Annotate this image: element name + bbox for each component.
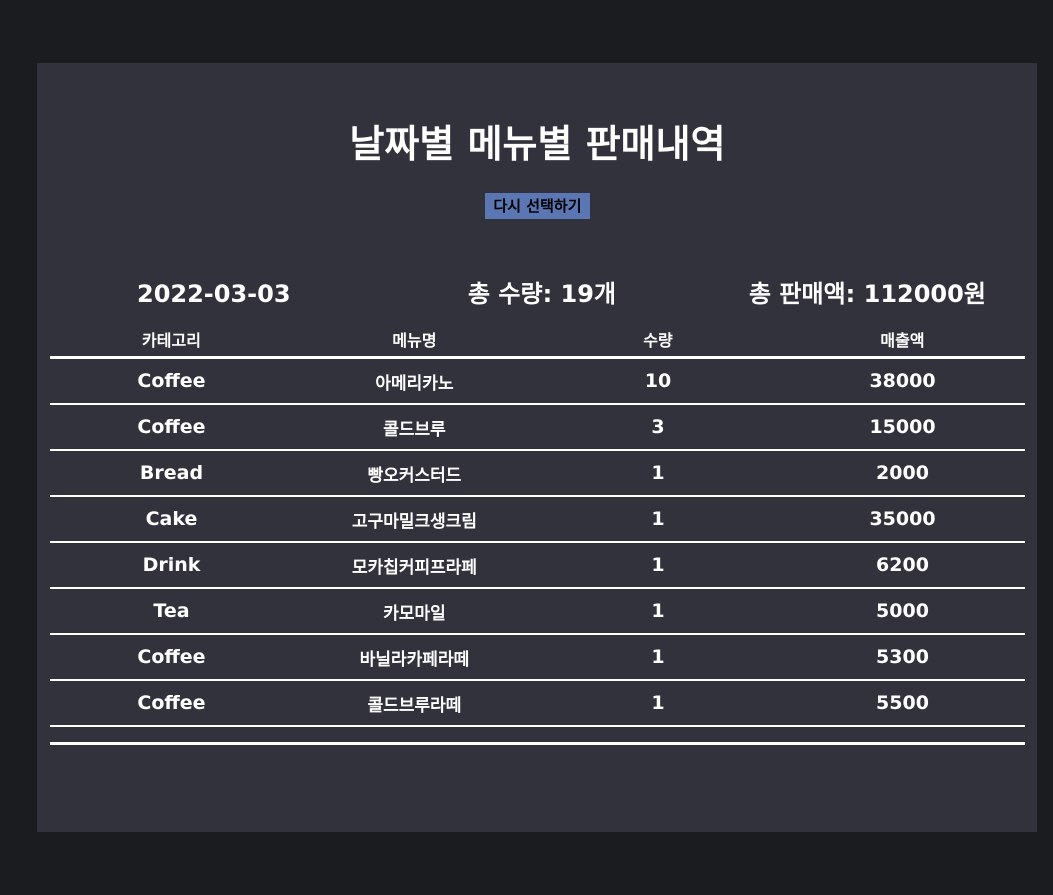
cell-quantity: 1	[536, 450, 780, 497]
cell-quantity: 1	[536, 496, 780, 543]
cell-category: Drink	[50, 542, 293, 589]
header-category: 카테고리	[50, 322, 293, 359]
cell-quantity: 1	[536, 588, 780, 635]
table-row: Coffee 콜드브루라떼 1 5500	[50, 680, 1025, 727]
cell-category: Cake	[50, 496, 293, 543]
summary-total-quantity: 총 수량: 19개	[468, 280, 617, 308]
cell-sales-amount: 6200	[780, 542, 1025, 589]
table-row: Coffee 콜드브루 3 15000	[50, 404, 1025, 451]
cell-category: Tea	[50, 588, 293, 635]
reselect-wrap: 다시 선택하기	[0, 193, 1053, 219]
cell-quantity: 1	[536, 680, 780, 727]
cell-sales-amount: 35000	[780, 496, 1025, 543]
cell-menu-name: 고구마밀크생크림	[293, 496, 536, 543]
sales-table: 카테고리 메뉴명 수량 매출액 Coffee 아메리카노 10 38000 Co…	[50, 322, 1025, 727]
cell-sales-amount: 5300	[780, 634, 1025, 681]
cell-quantity: 10	[536, 357, 780, 405]
table-row: Cake 고구마밀크생크림 1 35000	[50, 496, 1025, 543]
header-sales-amount: 매출액	[780, 322, 1025, 359]
cell-sales-amount: 15000	[780, 404, 1025, 451]
reselect-button[interactable]: 다시 선택하기	[485, 193, 590, 219]
table-row: Coffee 아메리카노 10 38000	[50, 357, 1025, 405]
cell-menu-name: 콜드브루	[293, 404, 536, 451]
cell-quantity: 1	[536, 634, 780, 681]
cell-category: Coffee	[50, 680, 293, 727]
cell-category: Coffee	[50, 357, 293, 405]
cell-menu-name: 아메리카노	[293, 357, 536, 405]
cell-sales-amount: 5000	[780, 588, 1025, 635]
cell-category: Bread	[50, 450, 293, 497]
header-quantity: 수량	[536, 322, 780, 359]
cell-sales-amount: 5500	[780, 680, 1025, 727]
table-row: Coffee 바닐라카페라떼 1 5300	[50, 634, 1025, 681]
cell-sales-amount: 2000	[780, 450, 1025, 497]
cell-quantity: 1	[536, 542, 780, 589]
summary-date: 2022-03-03	[137, 280, 291, 308]
summary-total-sales: 총 판매액: 112000원	[749, 280, 986, 308]
table-row: Tea 카모마일 1 5000	[50, 588, 1025, 635]
table-footer-divider	[50, 742, 1025, 745]
cell-menu-name: 바닐라카페라떼	[293, 634, 536, 681]
header-menu-name: 메뉴명	[293, 322, 536, 359]
table-row: Drink 모카칩커피프라페 1 6200	[50, 542, 1025, 589]
page-title: 날짜별 메뉴별 판매내역	[349, 122, 726, 166]
cell-quantity: 3	[536, 404, 780, 451]
table-row: Bread 빵오커스터드 1 2000	[50, 450, 1025, 497]
cell-menu-name: 모카칩커피프라페	[293, 542, 536, 589]
cell-category: Coffee	[50, 404, 293, 451]
cell-sales-amount: 38000	[780, 357, 1025, 405]
table-header-row: 카테고리 메뉴명 수량 매출액	[50, 322, 1025, 359]
cell-menu-name: 카모마일	[293, 588, 536, 635]
cell-category: Coffee	[50, 634, 293, 681]
cell-menu-name: 빵오커스터드	[293, 450, 536, 497]
cell-menu-name: 콜드브루라떼	[293, 680, 536, 727]
